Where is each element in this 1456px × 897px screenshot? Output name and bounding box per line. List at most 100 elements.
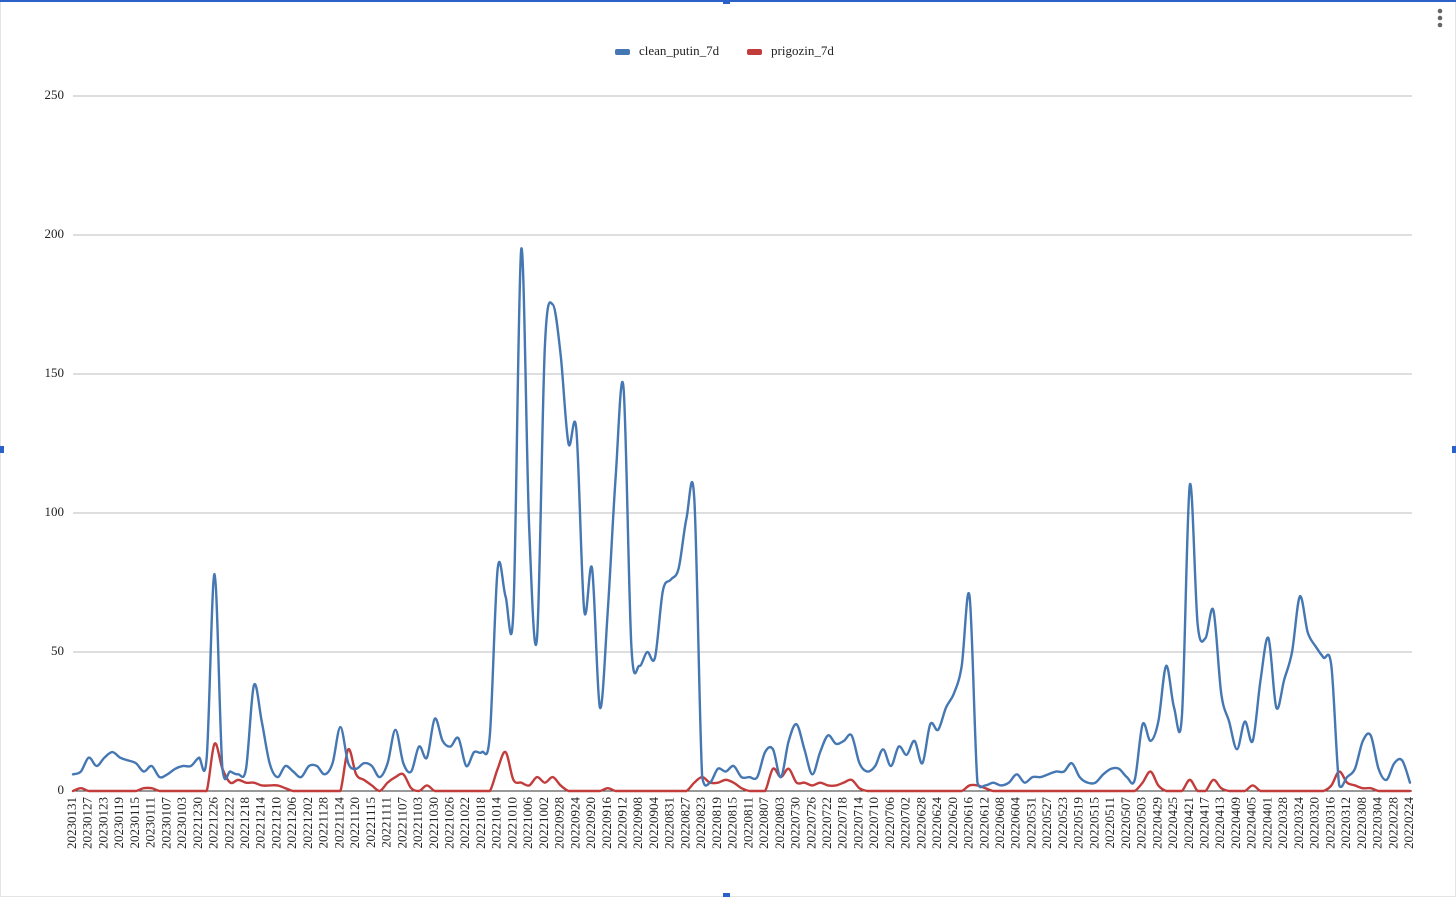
x-tick-label: 20221115 — [363, 797, 378, 848]
x-tick-label: 20220320 — [1307, 797, 1322, 849]
x-tick-label: 20221026 — [441, 797, 456, 850]
y-tick-label: 250 — [45, 87, 65, 102]
x-tick-label: 20230111 — [143, 797, 158, 848]
x-tick-label: 20221018 — [473, 797, 488, 849]
x-tick-label: 20220807 — [756, 797, 771, 850]
x-tick-label: 20221030 — [426, 797, 441, 849]
x-tick-label: 20220714 — [850, 797, 865, 850]
menu-dot — [1437, 22, 1443, 28]
x-tick-label: 20220417 — [1197, 797, 1212, 850]
series-line — [71, 742, 1412, 793]
x-tick-label: 20220324 — [1291, 797, 1306, 850]
x-tick-label: 20220421 — [1181, 797, 1196, 849]
legend-swatch — [747, 49, 762, 55]
x-tick-label: 20221206 — [284, 797, 299, 850]
y-tick-label: 50 — [51, 643, 64, 658]
x-tick-label: 20220730 — [788, 797, 803, 849]
x-tick-label: 20221214 — [253, 797, 268, 850]
x-tick-label: 20220527 — [1039, 797, 1054, 850]
plot — [71, 247, 1412, 793]
x-tick-label: 20221120 — [347, 797, 362, 849]
x-tick-label: 20220503 — [1134, 797, 1149, 849]
x-tick-label: 20220515 — [1086, 797, 1101, 849]
legend-label: prigozin_7d — [771, 43, 834, 58]
x-tick-label: 20220920 — [583, 797, 598, 849]
x-tick-label: 20220624 — [929, 797, 944, 850]
x-tick-label: 20220425 — [1165, 797, 1180, 849]
x-tick-label: 20220523 — [1055, 797, 1070, 849]
resize-handle[interactable] — [0, 446, 4, 453]
x-tick-label: 20230131 — [64, 797, 79, 849]
x-tick-label: 20220620 — [945, 797, 960, 849]
menu-button[interactable] — [1437, 8, 1443, 28]
x-tick-label: 20220908 — [630, 797, 645, 849]
series-line — [71, 247, 1412, 789]
x-tick-label: 20220628 — [913, 797, 928, 849]
x-tick-label: 20220702 — [898, 797, 913, 849]
x-tick-label: 20220429 — [1149, 797, 1164, 849]
legend: clean_putin_7d prigozin_7d — [615, 43, 834, 58]
x-tick-label: 20220612 — [976, 797, 991, 849]
x-tick-label: 20221128 — [316, 797, 331, 849]
x-tick-label: 20220228 — [1385, 797, 1400, 849]
x-tick-label: 20220308 — [1354, 797, 1369, 849]
x-tick-label: 20221010 — [504, 797, 519, 849]
x-tick-label: 20221014 — [489, 797, 504, 850]
resize-handle[interactable] — [723, 0, 730, 4]
x-tick-label: 20221022 — [457, 797, 472, 849]
x-tick-label: 20220827 — [677, 797, 692, 850]
x-tick-label: 20221002 — [536, 797, 551, 849]
x-tick-label: 20220511 — [1102, 797, 1117, 849]
x-tick-label: 20220312 — [1338, 797, 1353, 849]
x-tick-label: 20220328 — [1275, 797, 1290, 849]
x-tick-label: 20230119 — [111, 797, 126, 849]
y-tick-label: 150 — [45, 365, 65, 380]
x-tick-label: 20221210 — [268, 797, 283, 849]
resize-handle[interactable] — [723, 893, 730, 897]
x-tick-label: 20221124 — [331, 797, 346, 849]
x-tick-label: 20230123 — [95, 797, 110, 849]
x-tick-label: 20221202 — [300, 797, 315, 849]
x-tick-label: 20220928 — [552, 797, 567, 849]
x-tick-label: 20230115 — [127, 797, 142, 849]
x-axis: 20230131 20230127 20230123 20230119 20230115… — [64, 796, 1416, 849]
x-tick-label: 20220405 — [1244, 797, 1259, 849]
menu-dot — [1437, 8, 1443, 14]
x-tick-label: 20220706 — [882, 797, 897, 850]
x-tick-label: 20220616 — [961, 797, 976, 850]
x-tick-label: 20220531 — [1023, 797, 1038, 849]
resize-handle[interactable] — [1452, 446, 1456, 453]
y-tick-label: 100 — [45, 504, 65, 519]
menu-dot — [1437, 15, 1443, 21]
x-tick-label: 20220803 — [772, 797, 787, 849]
x-tick-label: 20221107 — [394, 797, 409, 849]
x-tick-label: 20220831 — [662, 797, 677, 849]
x-tick-label: 20220401 — [1259, 797, 1274, 849]
x-tick-label: 20220904 — [646, 797, 661, 850]
x-tick-label: 20220718 — [835, 797, 850, 849]
legend-swatch — [615, 49, 630, 55]
x-tick-label: 20220912 — [615, 797, 630, 849]
x-tick-label: 20220811 — [740, 797, 755, 849]
x-tick-label: 20221222 — [221, 797, 236, 849]
x-tick-label: 20230103 — [174, 797, 189, 849]
x-tick-label: 20220304 — [1370, 797, 1385, 850]
x-tick-label: 20220316 — [1322, 797, 1337, 850]
x-tick-label: 20221218 — [237, 797, 252, 849]
x-tick-label: 20220924 — [567, 797, 582, 850]
x-tick-label: 20220409 — [1228, 797, 1243, 849]
x-tick-label: 20221103 — [410, 797, 425, 849]
x-tick-label: 20220519 — [1071, 797, 1086, 849]
x-tick-label: 20221006 — [520, 797, 535, 850]
legend-label: clean_putin_7d — [639, 43, 720, 58]
x-tick-label: 20230107 — [158, 797, 173, 850]
x-tick-label: 20220819 — [709, 797, 724, 849]
y-tick-label: 0 — [58, 782, 65, 797]
x-tick-label: 20221226 — [206, 797, 221, 850]
x-tick-label: 20220823 — [693, 797, 708, 849]
x-tick-label: 20220224 — [1401, 797, 1416, 850]
x-tick-label: 20230127 — [80, 797, 95, 850]
x-tick-label: 20221230 — [190, 797, 205, 849]
